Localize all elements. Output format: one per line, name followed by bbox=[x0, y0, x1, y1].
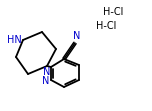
Text: N: N bbox=[73, 31, 81, 41]
Text: H-Cl: H-Cl bbox=[103, 7, 123, 17]
Text: N: N bbox=[43, 67, 51, 77]
Text: H-Cl: H-Cl bbox=[96, 21, 116, 31]
Text: N: N bbox=[42, 76, 49, 86]
Text: HN: HN bbox=[7, 35, 22, 45]
